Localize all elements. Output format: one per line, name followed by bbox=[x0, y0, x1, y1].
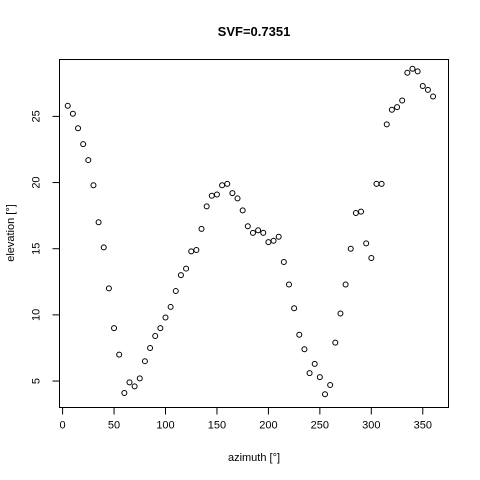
x-tick-label: 100 bbox=[156, 420, 174, 432]
data-point bbox=[157, 325, 164, 332]
data-point bbox=[347, 245, 354, 252]
data-point bbox=[64, 102, 71, 109]
data-point bbox=[424, 86, 431, 93]
data-point bbox=[388, 106, 395, 113]
data-point bbox=[100, 244, 107, 251]
y-tick-label: 15 bbox=[31, 243, 43, 255]
data-point bbox=[394, 104, 401, 111]
data-point bbox=[69, 110, 76, 117]
data-point bbox=[183, 265, 190, 272]
x-tick-label: 300 bbox=[362, 420, 380, 432]
data-points bbox=[64, 65, 437, 398]
data-point bbox=[306, 370, 313, 377]
y-axis-label: elevation [°] bbox=[5, 204, 17, 262]
data-point bbox=[75, 125, 82, 132]
data-point bbox=[383, 121, 390, 128]
data-point bbox=[152, 333, 159, 340]
data-point bbox=[404, 69, 411, 76]
data-point bbox=[208, 192, 215, 199]
data-point bbox=[234, 195, 241, 202]
data-point bbox=[219, 182, 226, 189]
data-point bbox=[188, 248, 195, 255]
data-point bbox=[244, 223, 251, 230]
data-point bbox=[172, 288, 179, 295]
y-tick-label: 20 bbox=[31, 176, 43, 188]
data-point bbox=[229, 190, 236, 197]
x-tick-label: 250 bbox=[311, 420, 329, 432]
data-point bbox=[198, 225, 205, 232]
data-point bbox=[255, 227, 262, 234]
data-point bbox=[121, 389, 128, 396]
data-point bbox=[316, 374, 323, 381]
data-point bbox=[141, 358, 148, 365]
x-axis-label: azimuth [°] bbox=[228, 452, 280, 464]
data-point bbox=[239, 207, 246, 214]
x-axis: 0 50 100 150 200 250 300 350 bbox=[60, 407, 432, 432]
x-tick-label: 0 bbox=[60, 420, 66, 432]
data-point bbox=[285, 281, 292, 288]
data-point bbox=[260, 229, 267, 236]
data-point bbox=[95, 219, 102, 226]
data-point bbox=[177, 272, 184, 279]
data-point bbox=[327, 382, 334, 389]
data-point bbox=[80, 141, 87, 148]
data-point bbox=[352, 209, 359, 216]
x-tick-label: 200 bbox=[259, 420, 277, 432]
data-point bbox=[363, 240, 370, 247]
data-point bbox=[167, 303, 174, 310]
data-point bbox=[430, 93, 437, 100]
data-point bbox=[111, 325, 118, 332]
x-tick-label: 50 bbox=[108, 420, 120, 432]
data-point bbox=[213, 191, 220, 198]
data-point bbox=[378, 180, 385, 187]
data-point bbox=[291, 305, 298, 312]
data-point bbox=[358, 208, 365, 215]
data-point bbox=[136, 375, 143, 382]
data-point bbox=[301, 346, 308, 353]
data-point bbox=[249, 229, 256, 236]
x-tick-label: 150 bbox=[208, 420, 226, 432]
data-point bbox=[275, 233, 282, 240]
data-point bbox=[90, 182, 97, 189]
data-point bbox=[414, 68, 421, 75]
data-point bbox=[193, 247, 200, 254]
data-point bbox=[342, 281, 349, 288]
data-point bbox=[85, 157, 92, 164]
data-point bbox=[419, 82, 426, 89]
y-tick-label: 25 bbox=[31, 110, 43, 122]
data-point bbox=[373, 180, 380, 187]
data-point bbox=[265, 239, 272, 246]
data-point bbox=[131, 383, 138, 390]
data-point bbox=[311, 360, 318, 367]
data-point bbox=[105, 285, 112, 292]
data-point bbox=[147, 344, 154, 351]
data-point bbox=[270, 237, 277, 244]
y-axis: 5 10 15 20 25 bbox=[31, 110, 60, 384]
data-point bbox=[203, 203, 210, 210]
data-point bbox=[399, 97, 406, 104]
chart-title: SVF=0.7351 bbox=[218, 24, 291, 39]
data-point bbox=[280, 258, 287, 265]
data-point bbox=[337, 310, 344, 317]
data-point bbox=[162, 314, 169, 321]
data-point bbox=[409, 65, 416, 72]
data-point bbox=[116, 351, 123, 358]
data-point bbox=[322, 391, 329, 398]
x-tick-label: 350 bbox=[414, 420, 432, 432]
y-tick-label: 5 bbox=[31, 378, 43, 384]
y-tick-label: 10 bbox=[31, 309, 43, 321]
data-point bbox=[126, 379, 133, 386]
data-point bbox=[224, 180, 231, 187]
data-point bbox=[332, 339, 339, 346]
data-point bbox=[368, 254, 375, 261]
data-point bbox=[296, 331, 303, 338]
